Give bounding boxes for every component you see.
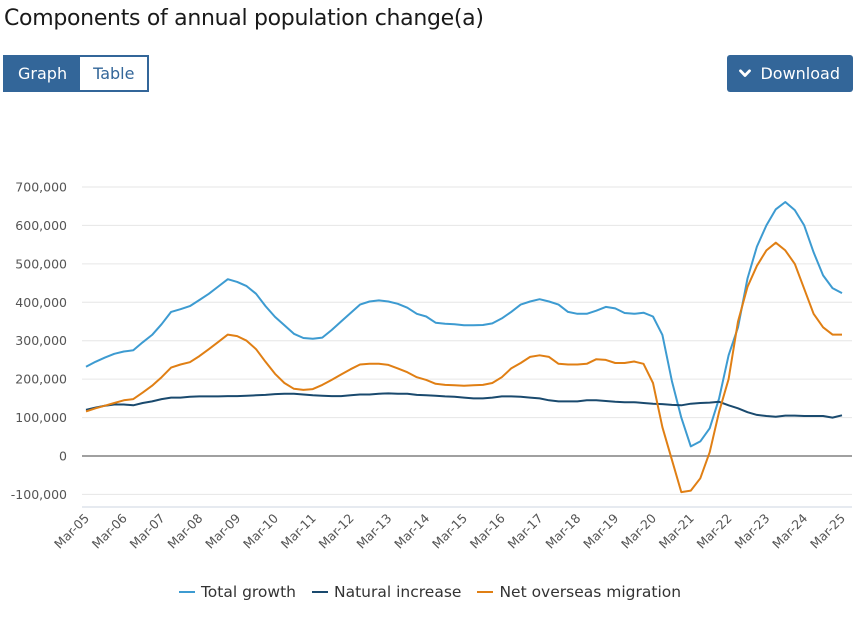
- y-tick-label: 400,000: [15, 295, 67, 310]
- x-tick-label: Mar-25: [807, 511, 848, 552]
- x-tick-label: Mar-22: [694, 511, 735, 552]
- x-tick-label: Mar-23: [731, 511, 772, 552]
- y-tick-label: 100,000: [15, 410, 67, 425]
- y-tick-label: 200,000: [15, 372, 67, 387]
- x-tick-label: Mar-19: [580, 510, 621, 551]
- legend-item-natural-increase[interactable]: Natural increase: [312, 583, 461, 601]
- y-axis: -100,000 0 100,000 200,000 300,000 400,000 500…: [11, 180, 67, 502]
- x-tick-label: Mar-14: [391, 510, 432, 551]
- legend-label: Total growth: [200, 583, 296, 601]
- x-tick-label: Mar-18: [542, 510, 583, 551]
- legend-item-net-overseas-migration[interactable]: Net overseas migration: [477, 583, 681, 601]
- x-tick-label: Mar-08: [164, 510, 205, 551]
- chart-legend: Total growth Natural increase Net overse…: [0, 583, 860, 601]
- x-tick-label: Mar-11: [278, 511, 319, 552]
- series-line-natural-increase[interactable]: [85, 392, 843, 419]
- x-tick-label: Mar-20: [618, 510, 659, 551]
- chevron-down-icon: [739, 69, 752, 77]
- download-button[interactable]: Download: [727, 55, 853, 92]
- series-line-total-growth[interactable]: [85, 201, 843, 448]
- x-tick-label: Mar-07: [127, 511, 168, 552]
- y-tick-label: -100,000: [11, 487, 67, 502]
- series-line-net-overseas-migration[interactable]: [85, 241, 842, 494]
- legend-swatch-natural-increase: [312, 591, 328, 593]
- y-tick-label: 500,000: [15, 256, 67, 271]
- view-toggle: Graph Table: [3, 55, 150, 92]
- x-tick-label: Mar-24: [769, 510, 810, 551]
- x-tick-label: Mar-06: [89, 510, 130, 551]
- legend-label: Net overseas migration: [499, 583, 682, 601]
- x-tick-label: Mar-05: [51, 511, 92, 552]
- x-tick-label: Mar-10: [240, 510, 281, 551]
- x-tick-label: Mar-17: [505, 511, 546, 552]
- graph-tab[interactable]: Graph: [5, 57, 81, 90]
- gridlines: [82, 186, 852, 508]
- download-label: Download: [760, 64, 840, 83]
- x-axis: Mar-05Mar-06Mar-07Mar-08Mar-09Mar-10Mar-…: [51, 510, 848, 551]
- table-tab[interactable]: Table: [80, 57, 148, 90]
- y-tick-label: 600,000: [15, 218, 67, 233]
- y-tick-label: 300,000: [15, 333, 67, 348]
- series-lines: [85, 201, 843, 494]
- legend-swatch-net-overseas-migration: [477, 591, 494, 593]
- legend-swatch-total-growth: [178, 591, 195, 593]
- x-tick-label: Mar-13: [353, 511, 394, 552]
- legend-item-total-growth[interactable]: Total growth: [178, 583, 296, 601]
- chart-title: Components of annual population change(a…: [4, 6, 484, 31]
- x-tick-label: Mar-09: [202, 510, 243, 551]
- y-tick-label: 700,000: [15, 180, 67, 195]
- legend-label: Natural increase: [334, 583, 462, 601]
- x-tick-label: Mar-12: [316, 511, 357, 552]
- line-chart: -100,000 0 100,000 200,000 300,000 400,000 500…: [11, 180, 852, 552]
- x-tick-label: Mar-15: [429, 511, 470, 552]
- x-tick-label: Mar-21: [656, 511, 697, 552]
- x-tick-label: Mar-16: [467, 510, 508, 551]
- y-tick-label: 0: [59, 449, 67, 464]
